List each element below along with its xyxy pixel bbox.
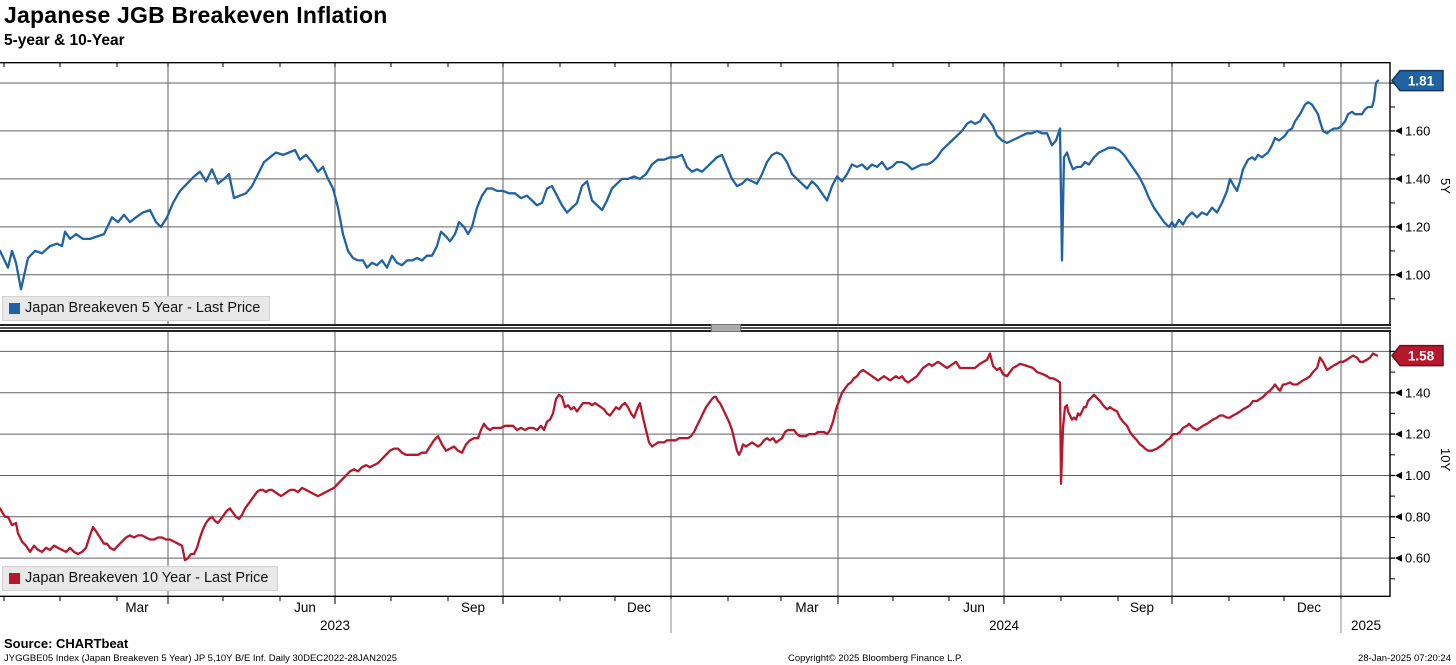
x-month-label: Sep	[461, 600, 485, 615]
legend-swatch-10y-icon	[9, 572, 20, 584]
y-tick-label: 1.40	[1405, 171, 1430, 186]
y-tick-label: 0.80	[1405, 509, 1430, 524]
x-month-label: Dec	[1297, 600, 1321, 615]
panel-resize-handle[interactable]	[711, 324, 741, 332]
last-price-value-5y: 1.81	[1408, 73, 1435, 88]
x-year-label: 2024	[989, 618, 1020, 633]
y-tick-label: 1.20	[1405, 427, 1430, 442]
legend-5y: Japan Breakeven 5 Year - Last Price	[2, 296, 271, 321]
y-tick-arrow-icon	[1395, 271, 1402, 279]
x-month-label: Dec	[627, 600, 651, 615]
price-line-5y	[0, 79, 1380, 291]
page-title: Japanese JGB Breakeven Inflation	[4, 2, 388, 28]
x-month-label: Mar	[795, 600, 819, 615]
y-tick-arrow-icon	[1395, 430, 1402, 438]
y-tick-label: 1.20	[1405, 219, 1430, 234]
y-tick-label: 1.00	[1405, 468, 1430, 483]
x-year-label: 2025	[1351, 618, 1381, 633]
y-tick-arrow-icon	[1395, 175, 1402, 183]
index-meta-label: JYGGBE05 Index (Japan Breakeven 5 Year) …	[4, 653, 398, 664]
x-year-label: 2023	[320, 618, 350, 633]
axis-unit-label-5y: 5Y	[1438, 178, 1453, 194]
x-axis: Mar Jun Sep Dec Mar Jun Sep Dec 2023 2024 2025	[0, 597, 1456, 637]
y-tick-arrow-icon	[1395, 223, 1402, 231]
y-tick-label: 1.60	[1405, 123, 1430, 138]
y-tick-label: 1.40	[1405, 385, 1430, 400]
source-label: Source: CHARTbeat	[4, 636, 129, 651]
legend-10y: Japan Breakeven 10 Year - Last Price	[2, 566, 279, 591]
y-tick-label: 0.60	[1405, 551, 1430, 566]
y-tick-arrow-icon	[1395, 513, 1402, 521]
y-tick-arrow-icon	[1395, 127, 1402, 135]
last-price-value-10y: 1.58	[1408, 348, 1435, 363]
legend-label-10y: Japan Breakeven 10 Year - Last Price	[25, 570, 269, 586]
x-month-label: Jun	[294, 600, 316, 615]
price-line-10y	[0, 352, 1379, 562]
page-subtitle: 5-year & 10-Year	[4, 32, 125, 49]
timestamp-label: 28-Jan-2025 07:20:24	[1358, 653, 1451, 664]
x-month-label: Mar	[125, 600, 149, 615]
y-tick-label: 1.00	[1405, 267, 1430, 282]
y-tick-arrow-icon	[1395, 554, 1402, 562]
axis-unit-label-10y: 10Y	[1438, 448, 1453, 472]
panel-divider	[0, 324, 1391, 332]
y-tick-arrow-icon	[1395, 471, 1402, 480]
last-price-badge-5y	[1391, 69, 1444, 92]
x-month-label: Sep	[1130, 600, 1154, 615]
legend-swatch-5y-icon	[9, 302, 20, 314]
copyright-label: Copyright© 2025 Bloomberg Finance L.P.	[788, 653, 963, 664]
panel-5y[interactable]: 1.00 1.20 1.40 1.60 1.81	[0, 62, 1456, 324]
y-tick-arrow-icon	[1395, 389, 1402, 397]
x-month-label: Jun	[963, 600, 985, 615]
panel-10y[interactable]: 0.60 0.80 1.00 1.20 1.40 1.58	[0, 332, 1456, 597]
last-price-badge-10y	[1391, 344, 1444, 367]
legend-label-5y: Japan Breakeven 5 Year - Last Price	[25, 300, 261, 316]
